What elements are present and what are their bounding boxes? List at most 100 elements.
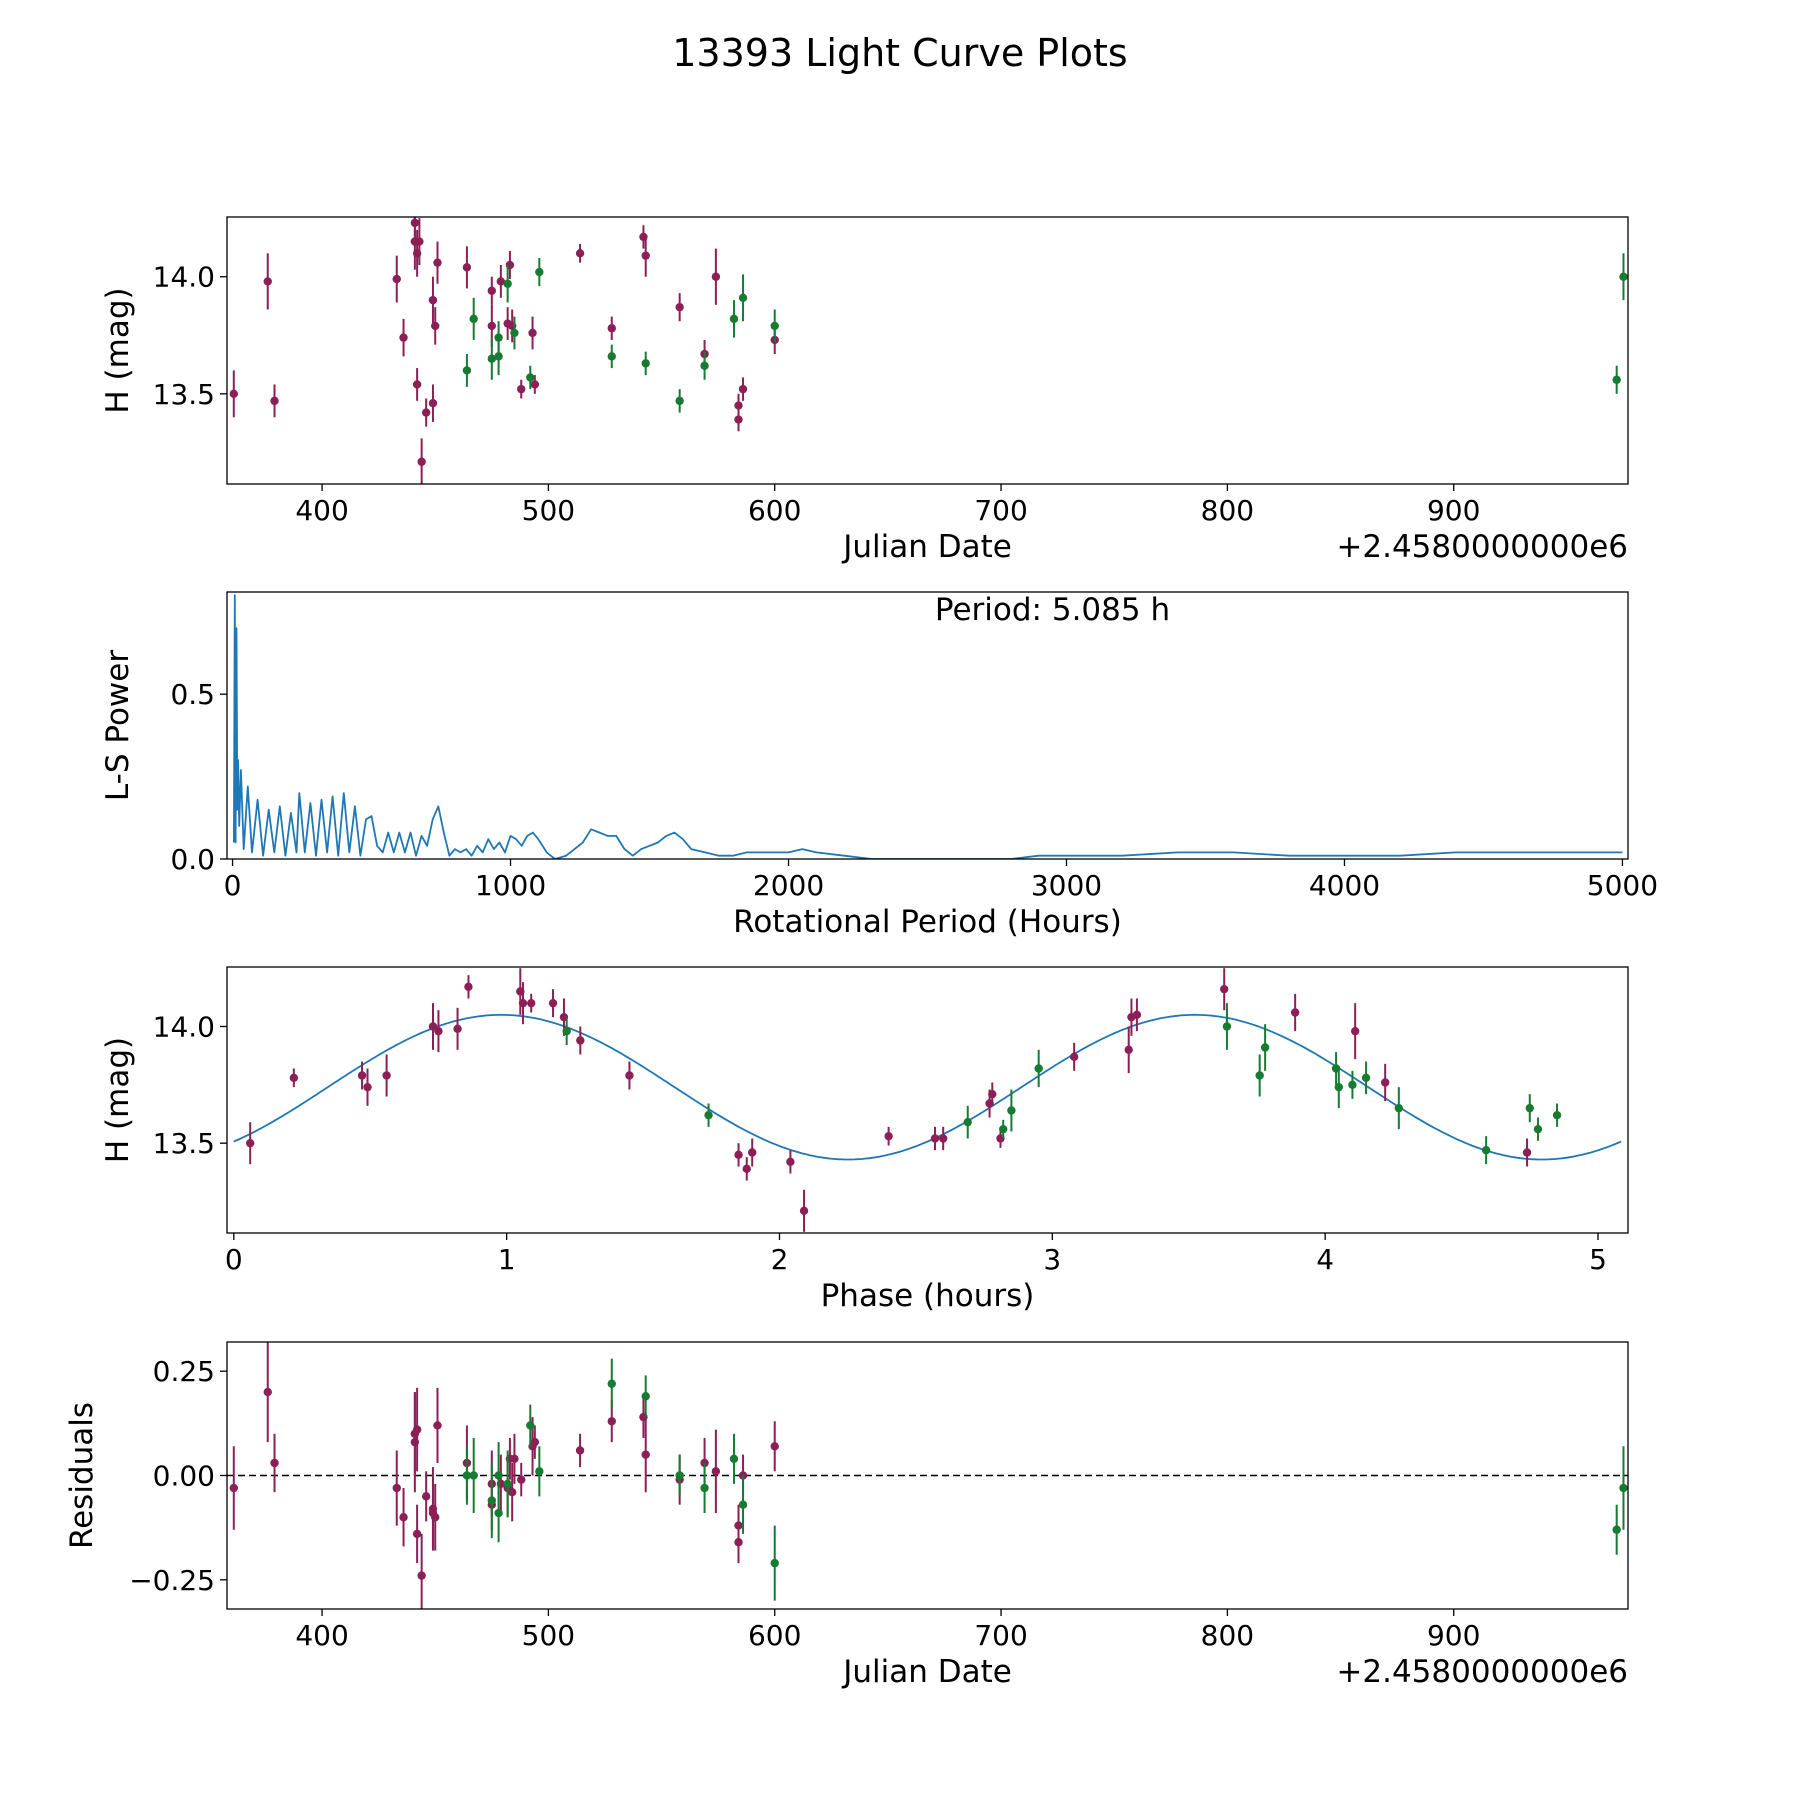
data-point-green [738,1475,748,1534]
marker [641,359,650,368]
marker [738,293,748,303]
marker [1350,1026,1360,1036]
marker [770,1558,779,1568]
data-point-maroon [462,246,472,289]
marker [462,366,472,375]
y-tick-label: 0.00 [153,1460,215,1493]
marker [729,314,739,324]
lightcurve-plot-area [229,217,1628,484]
data-point-green [1533,1117,1543,1141]
marker [575,249,585,258]
marker [704,1110,713,1120]
marker [229,389,238,399]
x-axis-label: Julian Date [841,529,1012,565]
y-tick-label: 13.5 [153,378,215,411]
model-fit-curve [233,1013,1622,1161]
marker [1619,272,1628,281]
data-point-maroon [464,975,473,999]
data-point-green [1619,1446,1628,1530]
data-point-maroon [748,1138,757,1167]
periodogram-axes-frame [226,591,1629,860]
marker [487,354,497,363]
data-point-green [641,351,650,376]
data-point-maroon [641,1417,650,1493]
marker [510,1454,519,1464]
marker [399,1513,408,1522]
data-point-maroon [453,1007,462,1050]
marker [433,1421,442,1430]
x-tick-label: 3000 [1031,869,1102,902]
marker [428,398,438,408]
data-point-maroon [799,1189,809,1232]
marker [641,1450,650,1459]
data-point-green [535,1446,544,1497]
marker [607,352,616,361]
x-tick-label: 500 [522,494,575,527]
marker [607,1379,616,1388]
data-point-green [510,316,519,350]
data-point-green [1394,1087,1404,1130]
marker [417,457,426,466]
data-point-green [503,1450,512,1518]
marker [399,333,408,342]
marker [700,1483,709,1493]
marker [510,328,519,338]
marker [1619,1483,1628,1493]
marker [1034,1064,1043,1073]
data-point-maroon [431,307,440,345]
x-tick-label: 2000 [753,869,824,902]
marker [641,1392,650,1401]
x-axis-label: Julian Date [841,1654,1012,1690]
x-tick-label: 5 [1589,1243,1607,1276]
data-point-maroon [399,1488,408,1547]
data-point-maroon [530,1425,540,1459]
phased-plot-area [233,968,1622,1232]
data-point-maroon [263,1342,272,1443]
data-point-maroon [734,1143,743,1167]
marker [770,1442,779,1451]
marker [562,1026,571,1036]
marker [417,1571,426,1580]
marker [487,1496,497,1505]
marker [576,1036,585,1045]
marker [526,373,535,382]
marker [412,1425,422,1434]
marker [526,1421,535,1430]
marker [421,408,431,417]
x-tick-label: 2 [771,1243,789,1276]
y-tick-label: 0.5 [170,678,215,711]
marker [607,324,616,333]
data-point-green [1361,1061,1371,1095]
x-tick-label: 3 [1043,1243,1061,1276]
data-point-maroon [711,248,721,305]
x-tick-label: 700 [974,1619,1027,1652]
data-point-maroon [576,1026,585,1055]
x-tick-label: 900 [1427,1619,1480,1652]
x-offset-text: +2.4580000000e6 [1336,529,1628,565]
data-point-green [494,1442,503,1509]
marker [1361,1073,1371,1083]
data-point-green [494,337,503,376]
data-point-maroon [507,1462,517,1522]
data-point-green [535,257,544,287]
marker [392,1483,401,1493]
data-point-maroon [517,379,526,399]
y-tick-label: 14.0 [153,1011,215,1044]
data-point-green [462,1446,472,1505]
marker [487,321,497,331]
marker [734,415,743,424]
marker [469,1471,478,1480]
data-point-maroon [1124,1026,1133,1074]
marker [770,321,779,331]
marker [734,1538,743,1547]
x-tick-label: 900 [1427,494,1480,527]
data-point-maroon [641,234,650,277]
data-point-green [1612,1504,1621,1555]
x-tick-label: 600 [748,494,801,527]
data-point-maroon [884,1126,893,1146]
data-point-green [963,1105,972,1139]
marker [270,1458,279,1468]
marker [229,1483,238,1493]
data-point-maroon [412,368,422,401]
marker [434,1026,443,1036]
